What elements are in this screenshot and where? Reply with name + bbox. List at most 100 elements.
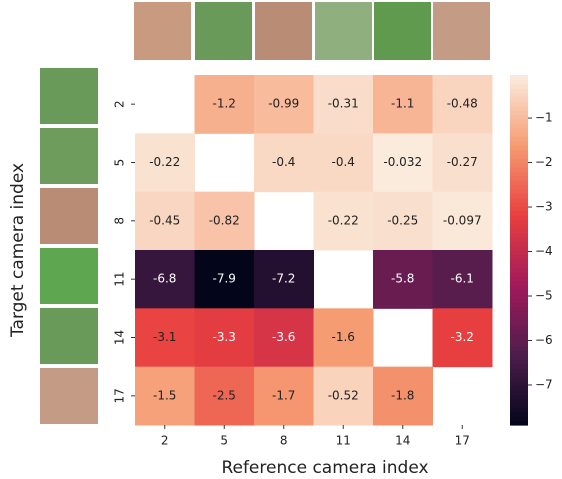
target-images [40, 68, 98, 424]
colorbar-segment [510, 180, 528, 185]
colorbar-segment [510, 132, 528, 137]
colorbar-segment [510, 184, 528, 189]
colorbar-segment [510, 84, 528, 89]
cell-label: -5.8 [391, 272, 414, 286]
colorbar-segment [510, 79, 528, 84]
cell-label: -0.31 [328, 97, 359, 111]
colorbar-segment [510, 198, 528, 203]
colorbar-segment [510, 351, 528, 356]
colorbar-segment [510, 246, 528, 251]
colorbar-segment [510, 88, 528, 93]
colorbar-segment [510, 416, 528, 421]
cell-label: -1.2 [213, 97, 236, 111]
colorbar-segment [510, 202, 528, 207]
colorbar-segment [510, 149, 528, 154]
cell-label: -0.4 [332, 155, 355, 169]
x-axis-label: Reference camera index [221, 458, 428, 478]
cell-label: -3.2 [451, 330, 474, 344]
colorbar-segment [510, 338, 528, 343]
colorbar-segment [510, 93, 528, 98]
colorbar-segment [510, 101, 528, 106]
face-image [40, 308, 98, 364]
colorbar-segment [510, 263, 528, 268]
face-image [40, 68, 98, 124]
colorbar-segment [510, 276, 528, 281]
colorbar-segment [510, 399, 528, 404]
x-tick-label: 2 [161, 434, 169, 448]
colorbar-segment [510, 285, 528, 290]
chart: Reference camera index Target camera ind… [0, 0, 562, 479]
colorbar-segment [510, 141, 528, 146]
colorbar-segment [510, 189, 528, 194]
colorbar-segment [510, 408, 528, 413]
cell-label: -0.82 [209, 213, 240, 227]
cell-label: -1.7 [272, 388, 295, 402]
x-tick-label: 5 [220, 434, 228, 448]
colorbar-tick-label: −5 [535, 288, 553, 302]
y-axis-label: Target camera index [8, 163, 28, 338]
colorbar-segment [510, 289, 528, 294]
colorbar-segment [510, 123, 528, 128]
colorbar-segment [510, 381, 528, 386]
colorbar-segment [510, 364, 528, 369]
colorbar-segment [510, 394, 528, 399]
colorbar-segment [510, 342, 528, 347]
colorbar-segment [510, 233, 528, 238]
cell-label: -0.99 [268, 97, 299, 111]
cell-label: -1.6 [332, 330, 355, 344]
colorbar-segment [510, 294, 528, 299]
y-tick-label: 5 [113, 159, 127, 167]
cell-label: -1.5 [153, 388, 176, 402]
colorbar-segment [510, 237, 528, 242]
colorbar-segment [510, 368, 528, 373]
colorbar-segment [510, 176, 528, 181]
colorbar-segment [510, 320, 528, 325]
colorbar-segment [510, 324, 528, 329]
colorbar-segment [510, 333, 528, 338]
colorbar-segment [510, 128, 528, 133]
colorbar-segment [510, 241, 528, 246]
cell-label: -0.22 [149, 155, 180, 169]
colorbar-segment [510, 329, 528, 334]
colorbar-segment [510, 97, 528, 102]
colorbar-segment [510, 390, 528, 395]
colorbar-segment [510, 311, 528, 316]
colorbar-segment [510, 250, 528, 255]
colorbar-segment [510, 346, 528, 351]
cell-label: -0.27 [447, 155, 478, 169]
colorbar-segment [510, 412, 528, 417]
y-tick-label: 2 [113, 100, 127, 108]
colorbar-segment [510, 373, 528, 378]
colorbar-segment [510, 136, 528, 141]
colorbar-tick-label: −1 [535, 111, 553, 125]
x-tick-label: 17 [455, 434, 470, 448]
colorbar-segment [510, 145, 528, 150]
cell-label: -0.45 [149, 213, 180, 227]
cell-label: -0.48 [447, 97, 478, 111]
cell-label: -0.22 [328, 213, 359, 227]
colorbar-tick-label: −6 [535, 333, 553, 347]
cell-label: -6.8 [153, 272, 176, 286]
face-image [433, 2, 490, 60]
colorbar-tick-label: −7 [535, 377, 553, 391]
colorbar-segment [510, 75, 528, 80]
face-image [134, 2, 191, 60]
cell-label: -1.8 [391, 388, 414, 402]
colorbar-segment [510, 307, 528, 312]
y-tick-label: 17 [113, 388, 127, 403]
face-image [195, 2, 252, 60]
cell-label: -0.032 [383, 155, 422, 169]
y-tick-label: 8 [113, 217, 127, 225]
colorbar-tick-label: −4 [535, 244, 553, 258]
colorbar-segment [510, 119, 528, 124]
colorbar-segment [510, 158, 528, 163]
cell-label: -6.1 [451, 272, 474, 286]
colorbar-segment [510, 106, 528, 111]
colorbar-segment [510, 114, 528, 119]
colorbar-segment [510, 215, 528, 220]
colorbar-segment [510, 219, 528, 224]
colorbar-segment [510, 298, 528, 303]
cell-label: -2.5 [213, 388, 236, 402]
colorbar-tick-label: −3 [535, 200, 553, 214]
face-image [40, 368, 98, 424]
